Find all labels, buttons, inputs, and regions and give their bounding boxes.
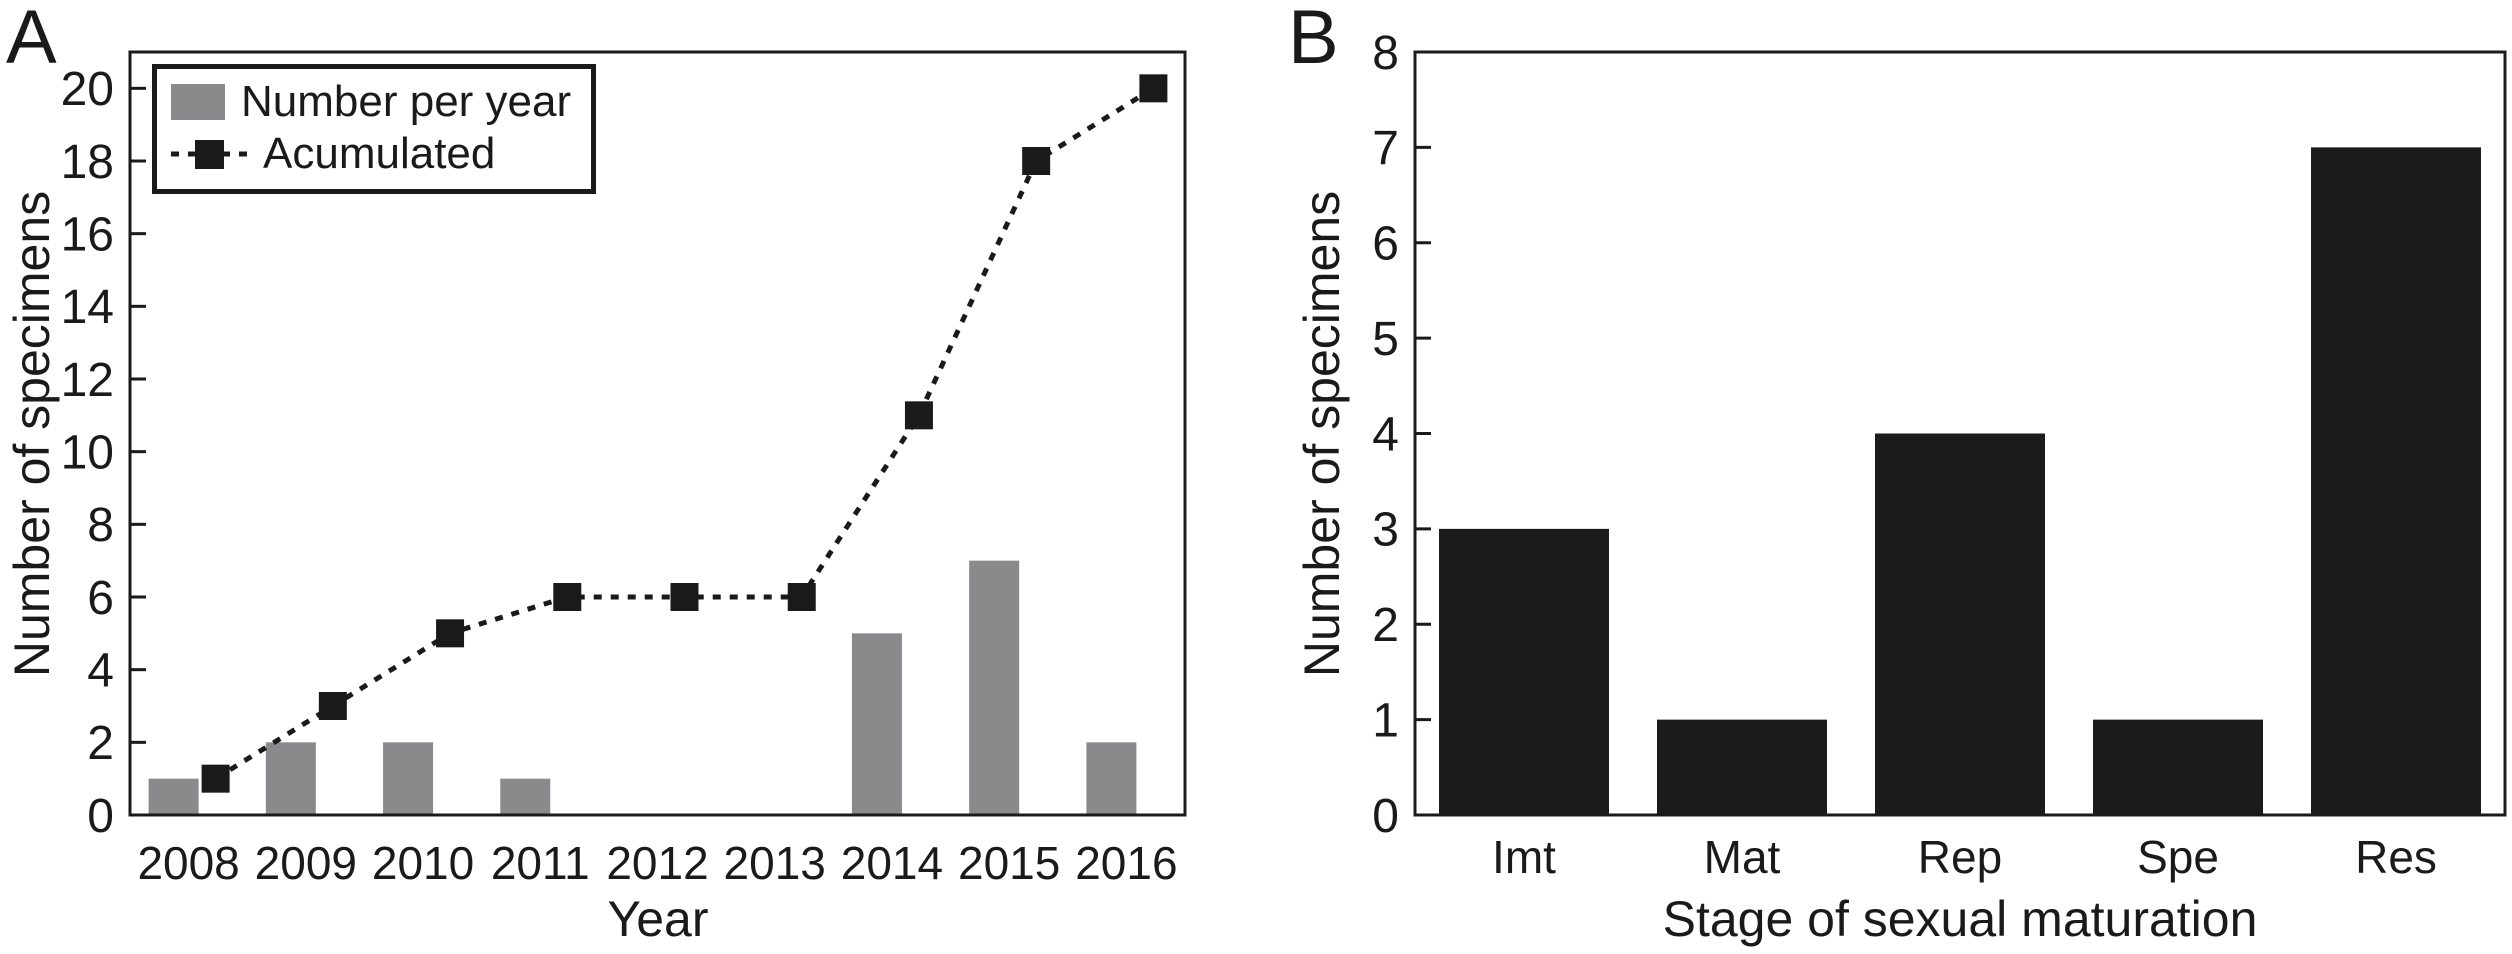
panel-b-bar-Res bbox=[2311, 147, 2481, 815]
panel-a-marker-2012 bbox=[670, 583, 699, 611]
panel-b-ytick-label-0: 0 bbox=[1372, 790, 1399, 843]
panel-a-ytick-label-18: 18 bbox=[61, 136, 114, 189]
panel-a-bar-2008 bbox=[148, 778, 199, 815]
panel-a-ytick-label-8: 8 bbox=[87, 499, 114, 552]
panel-a-ytick-label-10: 10 bbox=[61, 426, 114, 479]
panel-a-frame bbox=[128, 50, 1187, 817]
panel-a-xtick-label-2008: 2008 bbox=[137, 837, 239, 889]
dotted-line-square-marker-icon bbox=[171, 136, 247, 172]
panel-a-marker-2011 bbox=[553, 583, 582, 611]
legend-label-number-per-year: Number per year bbox=[241, 77, 572, 126]
panel-a-marker-2009 bbox=[318, 692, 347, 720]
panel-b-xtick-label-Spe: Spe bbox=[2137, 831, 2219, 883]
panel-a-ytick-label-12: 12 bbox=[61, 354, 114, 407]
panel-a-ytick-label-20: 20 bbox=[61, 63, 114, 116]
panel-b-bar-Spe bbox=[2093, 719, 2263, 815]
panel-a-xtick-label-2016: 2016 bbox=[1075, 837, 1177, 889]
panel-a-y-axis-title: Number of specimens bbox=[4, 190, 60, 678]
panel-a-xtick-label-2013: 2013 bbox=[724, 837, 826, 889]
panel-a-letter: A bbox=[6, 0, 57, 80]
panel-b-y-axis-title: Number of specimens bbox=[1294, 190, 1350, 678]
panel-a-xtick-label-2009: 2009 bbox=[255, 837, 357, 889]
panel-a-ytick-label-6: 6 bbox=[87, 572, 114, 625]
panel-a-marker-2010 bbox=[436, 619, 465, 648]
panel-a-xtick-label-2010: 2010 bbox=[372, 837, 474, 889]
panel-a-marker-2014 bbox=[904, 401, 933, 430]
panel-a-bar-2009 bbox=[265, 742, 316, 815]
legend-box: Number per year Acumulated bbox=[152, 64, 597, 194]
panel-a-bar-2011 bbox=[500, 778, 551, 815]
panel-a-ytick-label-0: 0 bbox=[87, 790, 114, 843]
panel-b-ytick-label-4: 4 bbox=[1372, 408, 1399, 461]
gray-bar-swatch-icon bbox=[171, 84, 225, 120]
panel-a-ytick-label-14: 14 bbox=[61, 281, 114, 334]
panel-b-bar-Mat bbox=[1657, 719, 1827, 815]
panel-b-xtick-label-Imt: Imt bbox=[1492, 831, 1556, 883]
panel-a-ytick-label-2: 2 bbox=[87, 717, 114, 770]
panel-b-ytick-label-6: 6 bbox=[1372, 218, 1399, 271]
panel-a-xtick-label-2014: 2014 bbox=[841, 837, 943, 889]
panel-a-ytick-label-4: 4 bbox=[87, 644, 114, 697]
panel-a-marker-2013 bbox=[787, 583, 816, 611]
panel-a-marker-2008 bbox=[201, 764, 230, 793]
panel-b-xtick-label-Rep: Rep bbox=[1918, 831, 2002, 883]
panel-a-marker-2015 bbox=[1022, 147, 1051, 175]
panel-b-x-axis-title: Stage of sexual maturation bbox=[1662, 891, 2258, 947]
panel-a-xtick-label-2015: 2015 bbox=[958, 837, 1060, 889]
legend-entry-number-per-year: Number per year bbox=[171, 77, 571, 127]
panel-b-bar-Imt bbox=[1439, 528, 1609, 815]
panel-a-x-axis-title: Year bbox=[607, 891, 709, 947]
legend-label-acumulated: Acumulated bbox=[263, 129, 496, 178]
panel-b-ytick-label-1: 1 bbox=[1372, 694, 1399, 747]
panel-b-bar-Rep bbox=[1875, 433, 2045, 815]
panel-b-ytick-label-2: 2 bbox=[1372, 599, 1399, 652]
legend-entry-acumulated: Acumulated bbox=[171, 129, 571, 179]
panel-b-ytick-label-8: 8 bbox=[1372, 27, 1399, 80]
panel-a-xtick-label-2012: 2012 bbox=[606, 837, 708, 889]
panel-a-bar-2016 bbox=[1086, 742, 1137, 815]
panel-b-xtick-label-Res: Res bbox=[2355, 831, 2437, 883]
panel-a-marker-2016 bbox=[1139, 74, 1168, 103]
panel-b-ytick-label-3: 3 bbox=[1372, 504, 1399, 557]
panel-b-xtick-label-Mat: Mat bbox=[1704, 831, 1781, 883]
panel-a-ytick-label-16: 16 bbox=[61, 208, 114, 261]
panel-b-ytick-label-5: 5 bbox=[1372, 313, 1399, 366]
panel-b-ytick-label-7: 7 bbox=[1372, 122, 1399, 175]
panel-a-bar-2015 bbox=[969, 560, 1020, 815]
panel-a-bar-2014 bbox=[851, 633, 902, 815]
panel-b-letter: B bbox=[1288, 0, 1339, 80]
panel-a-bar-2010 bbox=[383, 742, 434, 815]
panel-a-xtick-label-2011: 2011 bbox=[491, 837, 590, 889]
